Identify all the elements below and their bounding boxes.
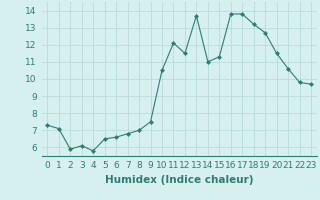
X-axis label: Humidex (Indice chaleur): Humidex (Indice chaleur): [105, 175, 253, 185]
